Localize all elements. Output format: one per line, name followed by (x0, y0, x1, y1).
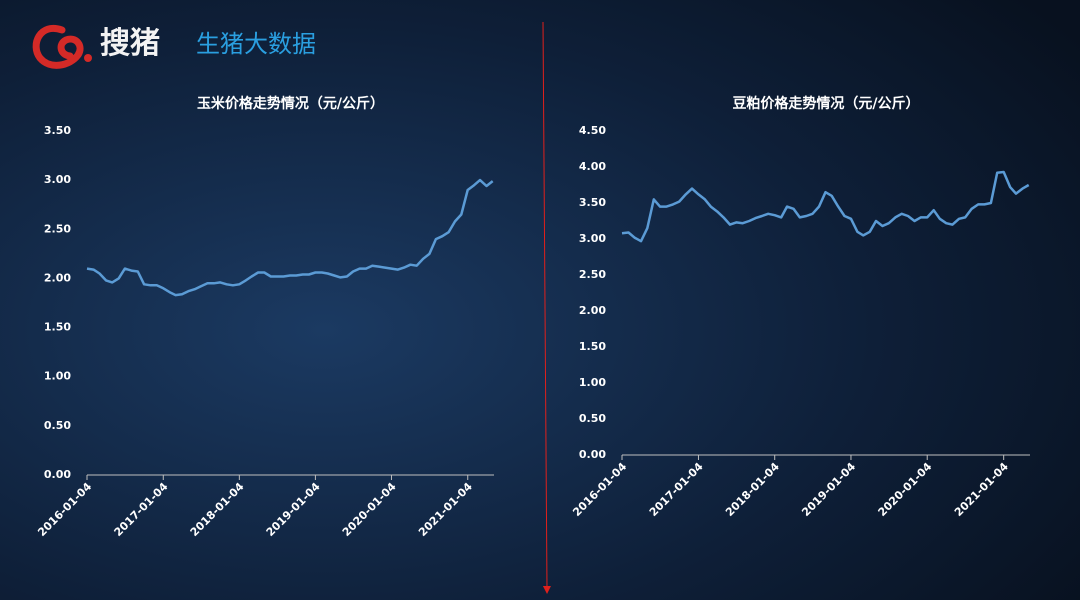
y-tick-label: 0.00 (579, 448, 606, 461)
y-tick-label: 2.00 (44, 271, 71, 284)
chart-title: 玉米价格走势情况（元/公斤） (197, 95, 384, 112)
y-tick-label: 2.50 (579, 268, 606, 281)
price-line (621, 170, 1030, 243)
chart-title: 豆粕价格走势情况（元/公斤） (732, 95, 919, 112)
y-tick-label: 1.00 (579, 376, 606, 389)
divider-arrow (542, 21, 551, 594)
brand-subtitle: 生猪大数据 (196, 30, 316, 58)
y-tick-label: 3.50 (44, 124, 71, 137)
y-tick-label: 3.00 (579, 232, 606, 245)
y-tick-label: 0.50 (44, 419, 71, 432)
y-tick-label: 0.50 (579, 412, 606, 425)
y-tick-label: 1.00 (44, 370, 71, 383)
y-tick-label: 0.00 (44, 468, 71, 481)
y-tick-label: 4.50 (579, 124, 606, 137)
logo-icon (32, 24, 92, 69)
y-tick-label: 4.00 (579, 160, 606, 173)
y-tick-label: 2.00 (579, 304, 606, 317)
y-tick-label: 2.50 (44, 222, 71, 235)
brand: 搜猪 (100, 26, 160, 61)
y-tick-label: 3.00 (44, 173, 71, 186)
y-tick-label: 1.50 (579, 340, 606, 353)
price-line (86, 178, 494, 297)
y-tick-label: 3.50 (579, 196, 606, 209)
y-tick-label: 1.50 (44, 321, 71, 334)
